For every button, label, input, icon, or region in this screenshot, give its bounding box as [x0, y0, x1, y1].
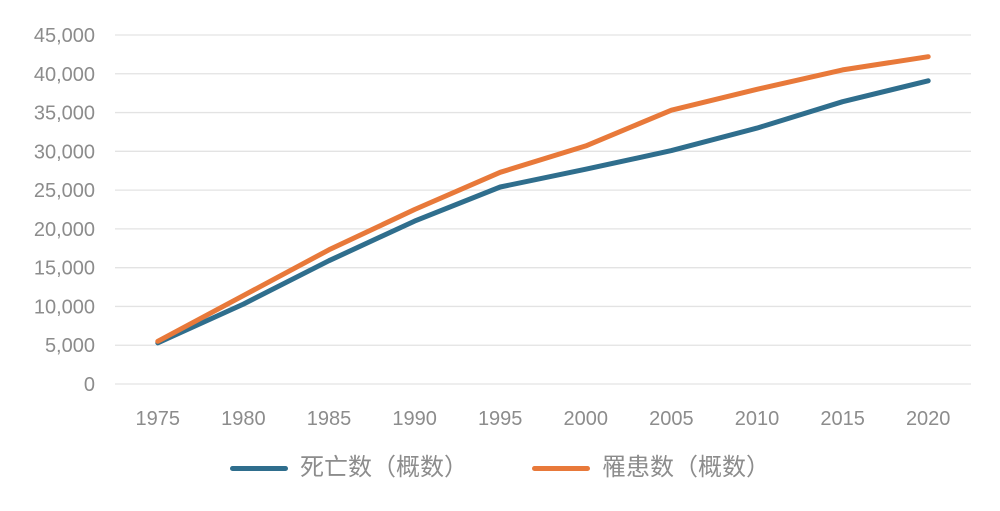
x-axis-labels: 1975 1980 1985 1990 1995 2000 2005 2010 2015 2020: [136, 408, 951, 430]
x-tick-label-2010: 2010: [735, 408, 780, 430]
y-tick-label: 15,000: [34, 258, 95, 280]
y-tick-label: 10,000: [34, 296, 95, 318]
y-axis-labels: 0 5,000 10,000 15,000 20,000 25,000 30,000 35,0…: [34, 25, 95, 396]
x-tick-label-2005: 2005: [649, 408, 694, 430]
y-tick-label: 20,000: [34, 219, 95, 241]
y-tick-label: 25,000: [34, 180, 95, 202]
legend-line-swatch-incidence: [532, 465, 590, 471]
legend-label-deaths: 死亡数（概数）: [300, 454, 468, 481]
legend-item-incidence: 罹患数（概数）: [532, 456, 770, 480]
x-tick-label-1980: 1980: [221, 408, 266, 430]
x-tick-label-1990: 1990: [392, 408, 437, 430]
x-tick-label-1995: 1995: [478, 408, 523, 430]
series-line-incidence: [155, 54, 931, 344]
series-lines: [155, 54, 931, 346]
x-tick-label-2020: 2020: [906, 408, 951, 430]
y-tick-label: 45,000: [34, 25, 95, 47]
x-tick-label-1985: 1985: [307, 408, 352, 430]
series-line-deaths: [155, 78, 931, 346]
y-tick-label: 30,000: [34, 141, 95, 163]
legend-line-swatch-deaths: [230, 465, 288, 471]
legend-item-deaths: 死亡数（概数）: [230, 456, 468, 480]
legend: 死亡数（概数） 罹患数（概数）: [0, 456, 1000, 480]
y-tick-label: 0: [84, 374, 95, 396]
y-tick-label: 40,000: [34, 64, 95, 86]
x-tick-label-2015: 2015: [820, 408, 865, 430]
gridlines: [115, 34, 971, 385]
legend-label-incidence: 罹患数（概数）: [602, 454, 770, 481]
x-tick-label-1975: 1975: [136, 408, 181, 430]
y-tick-label: 35,000: [34, 103, 95, 125]
x-tick-label-2000: 2000: [564, 408, 609, 430]
y-tick-label: 5,000: [45, 335, 95, 357]
